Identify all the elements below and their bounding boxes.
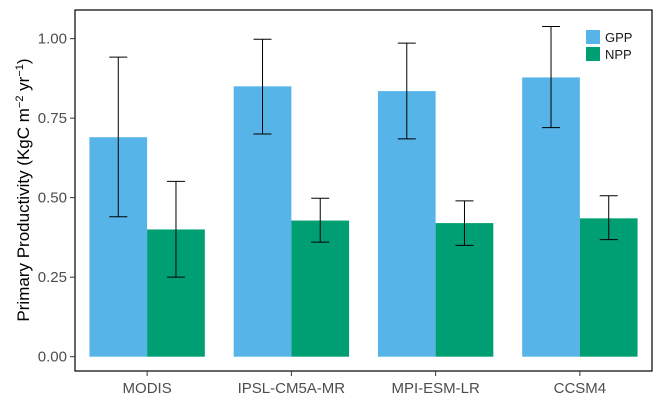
y-axis-title-sup1: −2 bbox=[14, 96, 26, 109]
bar-npp-ipsl-cm5a-mr bbox=[291, 220, 350, 357]
y-axis: 0.00 0.25 0.50 0.75 1.00 bbox=[38, 31, 75, 366]
legend-label-npp: NPP bbox=[605, 47, 632, 62]
bar-npp-ccsm4 bbox=[579, 218, 638, 357]
y-tick-label: 0.50 bbox=[38, 190, 67, 207]
y-axis-title-end: ) bbox=[14, 58, 33, 64]
y-axis-title-sup2: −1 bbox=[14, 64, 26, 77]
legend: GPP NPP bbox=[586, 30, 632, 62]
y-axis-title-mid: yr bbox=[14, 76, 33, 95]
y-axis-title-main: Primary Productivity (KgC m bbox=[14, 108, 33, 321]
x-tick-label: MODIS bbox=[123, 380, 172, 393]
x-tick-label: MPI-ESM-LR bbox=[391, 380, 480, 393]
y-tick-label: 0.00 bbox=[38, 349, 67, 366]
y-tick-label: 1.00 bbox=[38, 31, 67, 48]
y-tick-label: 0.25 bbox=[38, 269, 67, 286]
error-bars-layer bbox=[109, 26, 618, 278]
x-axis: MODIS IPSL-CM5A-MR MPI-ESM-LR CCSM4 bbox=[123, 371, 607, 393]
y-tick-label: 0.75 bbox=[38, 110, 67, 127]
legend-key-gpp bbox=[586, 30, 600, 44]
legend-key-npp bbox=[586, 47, 600, 61]
legend-label-gpp: GPP bbox=[605, 30, 632, 45]
x-tick-label: IPSL-CM5A-MR bbox=[238, 380, 346, 393]
y-axis-title: Primary Productivity (KgC m−2 yr−1) bbox=[14, 58, 33, 321]
x-tick-label: CCSM4 bbox=[554, 380, 607, 393]
